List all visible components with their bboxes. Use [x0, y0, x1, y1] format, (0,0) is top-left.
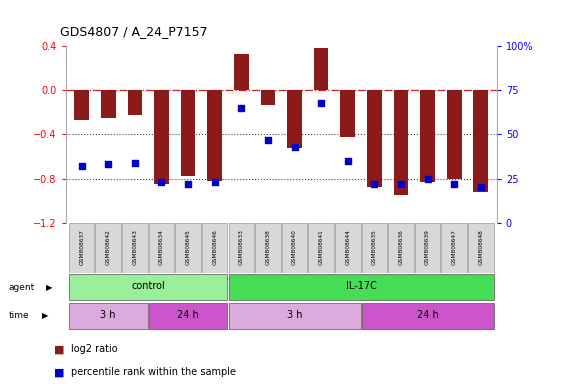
Bar [335, 223, 360, 273]
Text: GSM808642: GSM808642 [106, 229, 111, 265]
Text: GSM808634: GSM808634 [159, 229, 164, 265]
Bar [367, 90, 381, 187]
Bar [181, 90, 195, 176]
Point [130, 160, 139, 166]
Text: ■: ■ [54, 344, 65, 354]
Bar [69, 223, 94, 273]
Bar [393, 90, 408, 195]
Text: time: time [9, 311, 29, 320]
Text: GSM808635: GSM808635 [372, 229, 377, 265]
Point [210, 179, 219, 185]
Text: log2 ratio: log2 ratio [71, 344, 118, 354]
Text: GSM808648: GSM808648 [478, 229, 483, 265]
Bar [95, 223, 121, 273]
Text: IL-17C: IL-17C [345, 281, 376, 291]
Bar [127, 90, 142, 114]
Text: 3 h: 3 h [100, 310, 116, 320]
Text: GDS4807 / A_24_P7157: GDS4807 / A_24_P7157 [60, 25, 208, 38]
Text: 3 h: 3 h [287, 310, 302, 320]
Bar [154, 90, 169, 184]
Point [370, 181, 379, 187]
Bar [415, 223, 440, 273]
Point [237, 105, 246, 111]
Point [396, 181, 405, 187]
Bar [388, 223, 414, 273]
Bar [468, 223, 493, 273]
Bar [361, 223, 387, 273]
Text: GSM808639: GSM808639 [425, 229, 430, 265]
Bar [441, 223, 467, 273]
Bar [420, 90, 435, 182]
Text: GSM808641: GSM808641 [319, 229, 324, 265]
Text: GSM808633: GSM808633 [239, 229, 244, 265]
Text: 24 h: 24 h [177, 310, 199, 320]
Point [449, 181, 459, 187]
Bar [287, 90, 302, 148]
Bar [308, 223, 334, 273]
Bar [69, 303, 148, 329]
Point [343, 158, 352, 164]
Point [157, 179, 166, 185]
Text: ▶: ▶ [42, 311, 48, 320]
Text: percentile rank within the sample: percentile rank within the sample [71, 367, 236, 377]
Bar [207, 90, 222, 181]
Bar [148, 223, 174, 273]
Text: GSM808647: GSM808647 [452, 229, 457, 265]
Text: GSM808646: GSM808646 [212, 229, 217, 265]
Point [316, 99, 325, 106]
Bar [228, 303, 360, 329]
Text: GSM808637: GSM808637 [79, 229, 84, 265]
Bar [473, 90, 488, 192]
Bar [361, 303, 493, 329]
Bar [228, 223, 254, 273]
Text: GSM808636: GSM808636 [399, 229, 404, 265]
Text: ■: ■ [54, 367, 65, 377]
Bar [122, 223, 148, 273]
Text: 24 h: 24 h [417, 310, 439, 320]
Point [290, 144, 299, 150]
Text: GSM808638: GSM808638 [266, 229, 271, 265]
Bar [69, 274, 227, 300]
Text: GSM808640: GSM808640 [292, 229, 297, 265]
Text: GSM808643: GSM808643 [132, 229, 138, 265]
Bar [447, 90, 461, 179]
Point [183, 181, 192, 187]
Point [423, 175, 432, 182]
Bar [282, 223, 307, 273]
Bar [255, 223, 281, 273]
Text: ▶: ▶ [46, 283, 52, 291]
Bar [340, 90, 355, 137]
Bar [202, 223, 227, 273]
Text: GSM808645: GSM808645 [186, 229, 191, 265]
Text: agent: agent [9, 283, 35, 291]
Bar [148, 303, 227, 329]
Bar [228, 274, 493, 300]
Point [476, 184, 485, 190]
Bar [234, 54, 248, 90]
Bar [260, 90, 275, 104]
Text: control: control [131, 281, 165, 291]
Bar [175, 223, 201, 273]
Bar [314, 48, 328, 90]
Text: GSM808644: GSM808644 [345, 229, 350, 265]
Point [263, 137, 272, 143]
Bar [101, 90, 115, 118]
Point [77, 163, 86, 169]
Bar [74, 90, 89, 120]
Point [104, 161, 113, 167]
